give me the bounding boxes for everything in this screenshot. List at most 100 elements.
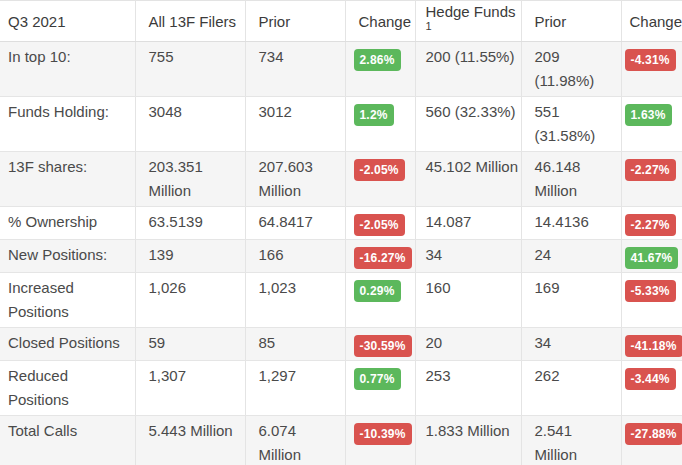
hedge-funds-value: 45.102 Million <box>415 152 521 207</box>
row-label: Total Calls <box>0 416 135 465</box>
hedge-funds-prior: 46.148 Million <box>521 152 621 207</box>
all-filers-prior: 85 <box>245 328 345 361</box>
hedge-funds-change-cell: -5.33% <box>621 273 682 328</box>
header-hf-prior: Prior <box>521 1 621 42</box>
hedge-funds-prior: 169 <box>521 273 621 328</box>
all-filers-change-cell: -30.59% <box>345 328 415 361</box>
hedge-funds-label: Hedge Funds <box>426 3 516 20</box>
row-label: Funds Holding: <box>0 97 135 152</box>
all-filers-change-cell: -2.05% <box>345 152 415 207</box>
table-row-reduced-positions: Reduced Positions 1,307 1,297 0.77% 253 … <box>0 361 682 416</box>
hedge-funds-value: 14.087 <box>415 207 521 240</box>
all-filers-prior: 1,297 <box>245 361 345 416</box>
header-hedge-funds: Hedge Funds 1 <box>415 1 521 42</box>
hedge-funds-footnote-marker: 1 <box>426 20 432 32</box>
hedge-funds-prior: 262 <box>521 361 621 416</box>
table-header: Q3 2021 All 13F Filers Prior Change Hedg… <box>0 1 682 42</box>
change-badge: -5.33% <box>625 280 676 302</box>
all-filers-change-cell: 0.77% <box>345 361 415 416</box>
all-filers-value: 1,307 <box>135 361 245 416</box>
all-filers-change-cell: -16.27% <box>345 240 415 273</box>
all-filers-prior: 1,023 <box>245 273 345 328</box>
all-filers-change-cell: 1.2% <box>345 97 415 152</box>
hedge-funds-prior: 551 (31.58%) <box>521 97 621 152</box>
all-filers-value: 3048 <box>135 97 245 152</box>
change-badge: -30.59% <box>354 335 412 357</box>
hedge-funds-change-cell: 41.67% <box>621 240 682 273</box>
hedge-funds-value: 160 <box>415 273 521 328</box>
13f-stats-table: Q3 2021 All 13F Filers Prior Change Hedg… <box>0 0 682 465</box>
all-filers-change-cell: 0.29% <box>345 273 415 328</box>
row-label: In top 10: <box>0 42 135 97</box>
hedge-funds-value: 34 <box>415 240 521 273</box>
all-filers-value: 63.5139 <box>135 207 245 240</box>
hedge-funds-change-cell: -27.88% <box>621 416 682 465</box>
all-filers-prior: 3012 <box>245 97 345 152</box>
row-label: Reduced Positions <box>0 361 135 416</box>
change-badge: -41.18% <box>625 335 682 357</box>
header-change: Change <box>345 1 415 42</box>
all-filers-change-cell: 2.86% <box>345 42 415 97</box>
change-badge: -27.88% <box>625 423 682 445</box>
all-filers-value: 755 <box>135 42 245 97</box>
hedge-funds-change-cell: -2.27% <box>621 207 682 240</box>
row-label: 13F shares: <box>0 152 135 207</box>
hedge-funds-value: 253 <box>415 361 521 416</box>
table-row-percent-ownership: % Ownership 63.5139 64.8417 -2.05% 14.08… <box>0 207 682 240</box>
change-badge: -2.27% <box>625 214 676 236</box>
all-filers-value: 139 <box>135 240 245 273</box>
row-label: % Ownership <box>0 207 135 240</box>
table-row-total-calls: Total Calls 5.443 Million 6.074 Million … <box>0 416 682 465</box>
change-badge: 1.63% <box>625 104 672 126</box>
all-filers-value: 203.351 Million <box>135 152 245 207</box>
table-row-increased-positions: Increased Positions 1,026 1,023 0.29% 16… <box>0 273 682 328</box>
change-badge: -16.27% <box>354 247 412 269</box>
holdings-stats-panel: Q3 2021 All 13F Filers Prior Change Hedg… <box>0 0 682 465</box>
hedge-funds-change-cell: 1.63% <box>621 97 682 152</box>
hedge-funds-value: 200 (11.55%) <box>415 42 521 97</box>
table-row-new-positions: New Positions: 139 166 -16.27% 34 24 41.… <box>0 240 682 273</box>
hedge-funds-value: 20 <box>415 328 521 361</box>
hedge-funds-value: 560 (32.33%) <box>415 97 521 152</box>
hedge-funds-change-cell: -4.31% <box>621 42 682 97</box>
table-row-funds-holding: Funds Holding: 3048 3012 1.2% 560 (32.33… <box>0 97 682 152</box>
change-badge: -2.05% <box>354 159 405 181</box>
table-row-13f-shares: 13F shares: 203.351 Million 207.603 Mill… <box>0 152 682 207</box>
row-label: New Positions: <box>0 240 135 273</box>
all-filers-change-cell: -10.39% <box>345 416 415 465</box>
all-filers-change-cell: -2.05% <box>345 207 415 240</box>
change-badge: -4.31% <box>625 49 676 71</box>
all-filers-value: 5.443 Million <box>135 416 245 465</box>
all-filers-prior: 166 <box>245 240 345 273</box>
all-filers-prior: 734 <box>245 42 345 97</box>
table-row-in-top-10: In top 10: 755 734 2.86% 200 (11.55%) 20… <box>0 42 682 97</box>
row-label: Increased Positions <box>0 273 135 328</box>
all-filers-prior: 207.603 Million <box>245 152 345 207</box>
change-badge: 0.77% <box>354 368 401 390</box>
hedge-funds-value: 1.833 Million <box>415 416 521 465</box>
hedge-funds-prior: 209 (11.98%) <box>521 42 621 97</box>
hedge-funds-change-cell: -41.18% <box>621 328 682 361</box>
change-badge: 1.2% <box>354 104 394 126</box>
change-badge: -10.39% <box>354 423 412 445</box>
header-hf-change: Change <box>621 1 682 42</box>
change-badge: -2.27% <box>625 159 676 181</box>
header-prior: Prior <box>245 1 345 42</box>
change-badge: -2.05% <box>354 214 405 236</box>
all-filers-prior: 64.8417 <box>245 207 345 240</box>
all-filers-value: 1,026 <box>135 273 245 328</box>
all-filers-prior: 6.074 Million <box>245 416 345 465</box>
change-badge: -3.44% <box>625 368 676 390</box>
row-label: Closed Positions <box>0 328 135 361</box>
header-all-13f-filers: All 13F Filers <box>135 1 245 42</box>
hedge-funds-change-cell: -3.44% <box>621 361 682 416</box>
table-body: In top 10: 755 734 2.86% 200 (11.55%) 20… <box>0 42 682 465</box>
all-filers-value: 59 <box>135 328 245 361</box>
table-row-closed-positions: Closed Positions 59 85 -30.59% 20 34 -41… <box>0 328 682 361</box>
hedge-funds-prior: 14.4136 <box>521 207 621 240</box>
header-row: Q3 2021 All 13F Filers Prior Change Hedg… <box>0 1 682 42</box>
hedge-funds-prior: 24 <box>521 240 621 273</box>
hedge-funds-prior: 34 <box>521 328 621 361</box>
hedge-funds-prior: 2.541 Million <box>521 416 621 465</box>
change-badge: 0.29% <box>354 280 401 302</box>
